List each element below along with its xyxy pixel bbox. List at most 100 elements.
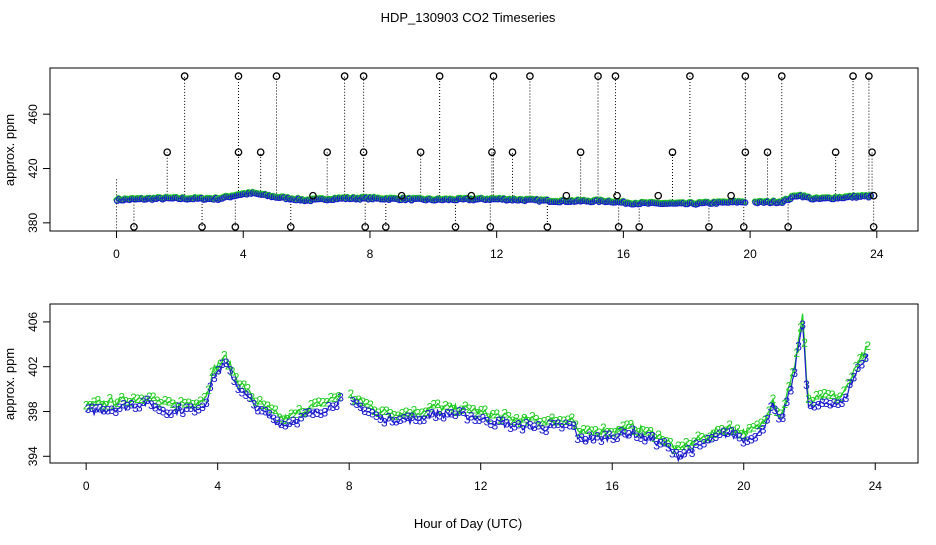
bottom-series-3-label: 3 <box>329 400 336 414</box>
bottom-series-3-label: 3 <box>681 447 688 461</box>
top-outlier-point <box>416 148 425 157</box>
bottom-series-2-label: 2 <box>252 395 259 409</box>
bottom-series-3-label: 3 <box>132 401 139 415</box>
bottom-series-2-label: 2 <box>134 392 141 406</box>
bottom-series-3-label: 3 <box>164 407 171 421</box>
bottom-series-3-label: 3 <box>590 433 597 447</box>
bottom-series-2-label: 2 <box>351 393 358 407</box>
bottom-series-2-label: 2 <box>95 394 102 408</box>
bottom-series-2-label: 2 <box>229 365 236 379</box>
top-outlier-point <box>739 223 748 231</box>
bottom-series-2-label: 2 <box>146 390 153 404</box>
bottom-series-3-label: 3 <box>211 371 218 385</box>
bottom-series-3-label: 3 <box>559 421 566 435</box>
bottom-series-3-label: 3 <box>614 431 621 445</box>
top-outlier-point <box>686 72 694 81</box>
bottom-series-3-label: 3 <box>634 430 641 444</box>
bottom-series-3-label: 3 <box>417 414 424 428</box>
bottom-series-2-label: 2 <box>213 363 220 377</box>
top-outlier-point <box>526 72 534 81</box>
top-main-point-blue <box>564 198 572 206</box>
top-outlier-point <box>359 148 368 157</box>
bottom-series-3-label: 3 <box>768 400 775 414</box>
bottom-series-2-label: 2 <box>142 393 149 407</box>
bottom-series-3-label: 3 <box>791 366 798 380</box>
bottom-series-3-label: 3 <box>637 431 644 445</box>
bottom-series-2-label: 2 <box>103 398 110 412</box>
bottom-series-2-label: 2 <box>185 396 192 410</box>
bottom-series-2-label: 2 <box>545 413 552 427</box>
bottom-series-2-label: 2 <box>296 403 303 417</box>
bottom-series-3-label: 3 <box>677 448 684 462</box>
bottom-series-2-label: 2 <box>422 405 429 419</box>
bottom-series-3-label: 3 <box>93 402 100 416</box>
top-y-tick-label: 420 <box>26 158 40 178</box>
bottom-series-2-label: 2 <box>596 426 603 440</box>
bottom-series-3-label: 3 <box>377 412 384 426</box>
bottom-series-2-label: 2 <box>482 403 489 417</box>
top-outlier-point <box>340 72 349 81</box>
bottom-series-3-label: 3 <box>460 405 467 419</box>
bottom-series-3-label: 3 <box>728 424 735 438</box>
top-main-point-blue <box>838 194 846 202</box>
bottom-series-3-label: 3 <box>191 404 198 418</box>
bottom-series-3-label: 3 <box>424 407 431 421</box>
top-outlier-point <box>727 191 735 200</box>
bottom-x-tick-label: 8 <box>346 479 353 493</box>
top-outlier-point <box>614 223 623 231</box>
bottom-series-3-label: 3 <box>243 388 250 402</box>
bottom-series-3-label: 3 <box>333 399 340 413</box>
bottom-series-2-label: 2 <box>841 384 848 398</box>
chart-title: HDP_130903 CO2 Timeseries <box>381 10 556 25</box>
bottom-series-3-label: 3 <box>239 385 246 399</box>
bottom-series-2-label: 2 <box>726 418 733 432</box>
top-outlier-point <box>705 223 713 231</box>
bottom-series-2-label: 2 <box>695 429 702 443</box>
bottom-series-2-label: 2 <box>604 426 611 440</box>
bottom-y-axis: 394 398 402 406 <box>26 312 51 466</box>
bottom-series-2-label: 2 <box>363 397 370 411</box>
bottom-series-2-label: 2 <box>300 406 307 420</box>
bottom-series-3-label: 3 <box>657 437 664 451</box>
bottom-series-2-label: 2 <box>659 434 666 448</box>
bottom-series-2-label: 2 <box>454 405 461 419</box>
bottom-series-2-label: 2 <box>628 418 635 432</box>
bottom-series-3-label: 3 <box>574 432 581 446</box>
bottom-series-2-label: 2 <box>154 394 161 408</box>
top-main-point-blue <box>309 196 316 203</box>
bottom-series-2-label: 2 <box>853 360 860 374</box>
bottom-series-3-label: 3 <box>851 370 858 384</box>
bottom-y-tick-label: 402 <box>26 356 40 376</box>
bottom-series-3-label: 3 <box>598 434 605 448</box>
bottom-series-3-label: 3 <box>854 361 861 375</box>
top-outlier-point <box>234 148 243 157</box>
bottom-series-2-label: 2 <box>750 421 757 435</box>
bottom-series-3-label: 3 <box>839 396 846 410</box>
bottom-series-2-label: 2 <box>667 436 674 450</box>
bottom-series-labels: 2222222222222222222222222222222222222222… <box>83 318 872 463</box>
bottom-series-3-label: 3 <box>176 400 183 414</box>
bottom-series-2-label: 2 <box>785 380 792 394</box>
bottom-series-3-label: 3 <box>203 396 210 410</box>
bottom-series-2-label: 2 <box>478 404 485 418</box>
bottom-series-3-label: 3 <box>262 405 269 419</box>
bottom-series-2-label: 2 <box>553 415 560 429</box>
bottom-y-axis-label: approx. ppm <box>2 348 17 420</box>
bottom-series-3-label: 3 <box>254 403 261 417</box>
top-outlier-point <box>488 148 496 157</box>
bottom-series-3-label: 3 <box>215 363 222 377</box>
bottom-series-2-label: 2 <box>91 395 98 409</box>
x-axis-label: Hour of Day (UTC) <box>414 516 522 531</box>
bottom-series-3-label: 3 <box>756 425 763 439</box>
top-main-point-blue <box>610 199 617 206</box>
bottom-series-2-label: 2 <box>434 397 441 411</box>
bottom-series-3-label: 3 <box>752 431 759 445</box>
bottom-series-3-label: 3 <box>385 411 392 425</box>
bottom-series-3-label: 3 <box>555 417 562 431</box>
top-outlier-point <box>309 191 317 200</box>
bottom-series-3-label: 3 <box>160 405 167 419</box>
bottom-series-3-label: 3 <box>108 403 115 417</box>
bottom-series-2-label: 2 <box>805 392 812 406</box>
bottom-series-2-label: 2 <box>130 391 137 405</box>
bottom-series-3-label: 3 <box>488 417 495 431</box>
